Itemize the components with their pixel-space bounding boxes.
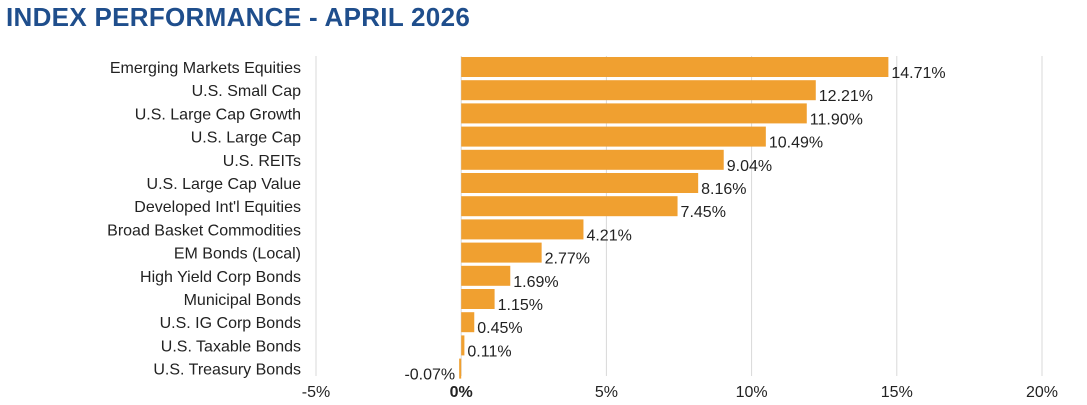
data-label: 11.90% (810, 111, 863, 128)
category-label: Municipal Bonds (184, 292, 301, 309)
category-label: U.S. IG Corp Bonds (160, 315, 301, 332)
category-label: U.S. REITs (223, 153, 301, 170)
bar (461, 80, 816, 101)
data-label: 0.11% (467, 343, 511, 360)
category-label: Developed Int'l Equities (134, 199, 301, 216)
value-labels: 14.71% 12.21% 11.90% 10.49% 9.04% 8.16% 7.45% 4… (404, 65, 945, 384)
data-label: 4.21% (586, 227, 631, 244)
data-label: 14.71% (891, 65, 945, 82)
x-tick-label: 15% (881, 384, 913, 401)
data-label: 1.69% (513, 274, 558, 291)
category-label: U.S. Large Cap Value (147, 176, 302, 193)
bar (461, 265, 511, 286)
x-tick-label: 0% (450, 384, 473, 401)
data-label: 1.15% (498, 297, 543, 314)
bar (461, 149, 724, 170)
category-label: U.S. Treasury Bonds (153, 362, 301, 379)
category-label: U.S. Large Cap (191, 130, 301, 147)
bar (461, 335, 465, 356)
x-tick-label: 5% (595, 384, 618, 401)
category-label: Broad Basket Commodities (107, 222, 301, 239)
bar (461, 173, 699, 193)
category-label: Emerging Markets Equities (110, 60, 301, 77)
category-label: EM Bonds (Local) (174, 246, 301, 263)
bar (461, 219, 584, 240)
data-label: 7.45% (681, 204, 726, 221)
category-label: U.S. Small Cap (192, 83, 301, 100)
data-label: -0.07% (404, 367, 455, 384)
category-label: U.S. Taxable Bonds (161, 338, 301, 355)
data-label: 9.04% (727, 158, 772, 175)
bar (461, 242, 542, 263)
bar (461, 57, 889, 77)
bar (461, 312, 475, 333)
chart-title: INDEX PERFORMANCE - APRIL 2026 (6, 2, 471, 32)
bar (461, 196, 678, 217)
bar (461, 126, 766, 147)
data-label: 12.21% (819, 88, 873, 105)
x-tick-label: 20% (1026, 384, 1058, 401)
category-label: High Yield Corp Bonds (140, 269, 301, 286)
bar (459, 358, 462, 379)
x-tick-label: -5% (302, 384, 330, 401)
data-label: 0.45% (477, 320, 522, 337)
bar (461, 289, 495, 309)
data-label: 10.49% (769, 135, 823, 152)
x-tick-label: 10% (736, 384, 768, 401)
category-label: U.S. Large Cap Growth (135, 106, 301, 123)
x-axis-ticks: -5% 0% 5% 10% 15% 20% (302, 384, 1058, 401)
data-label: 2.77% (545, 251, 590, 268)
bars (459, 57, 889, 379)
category-labels: Emerging Markets Equities U.S. Small Cap U… (107, 60, 301, 379)
bar (461, 103, 807, 124)
data-label: 8.16% (701, 181, 746, 198)
